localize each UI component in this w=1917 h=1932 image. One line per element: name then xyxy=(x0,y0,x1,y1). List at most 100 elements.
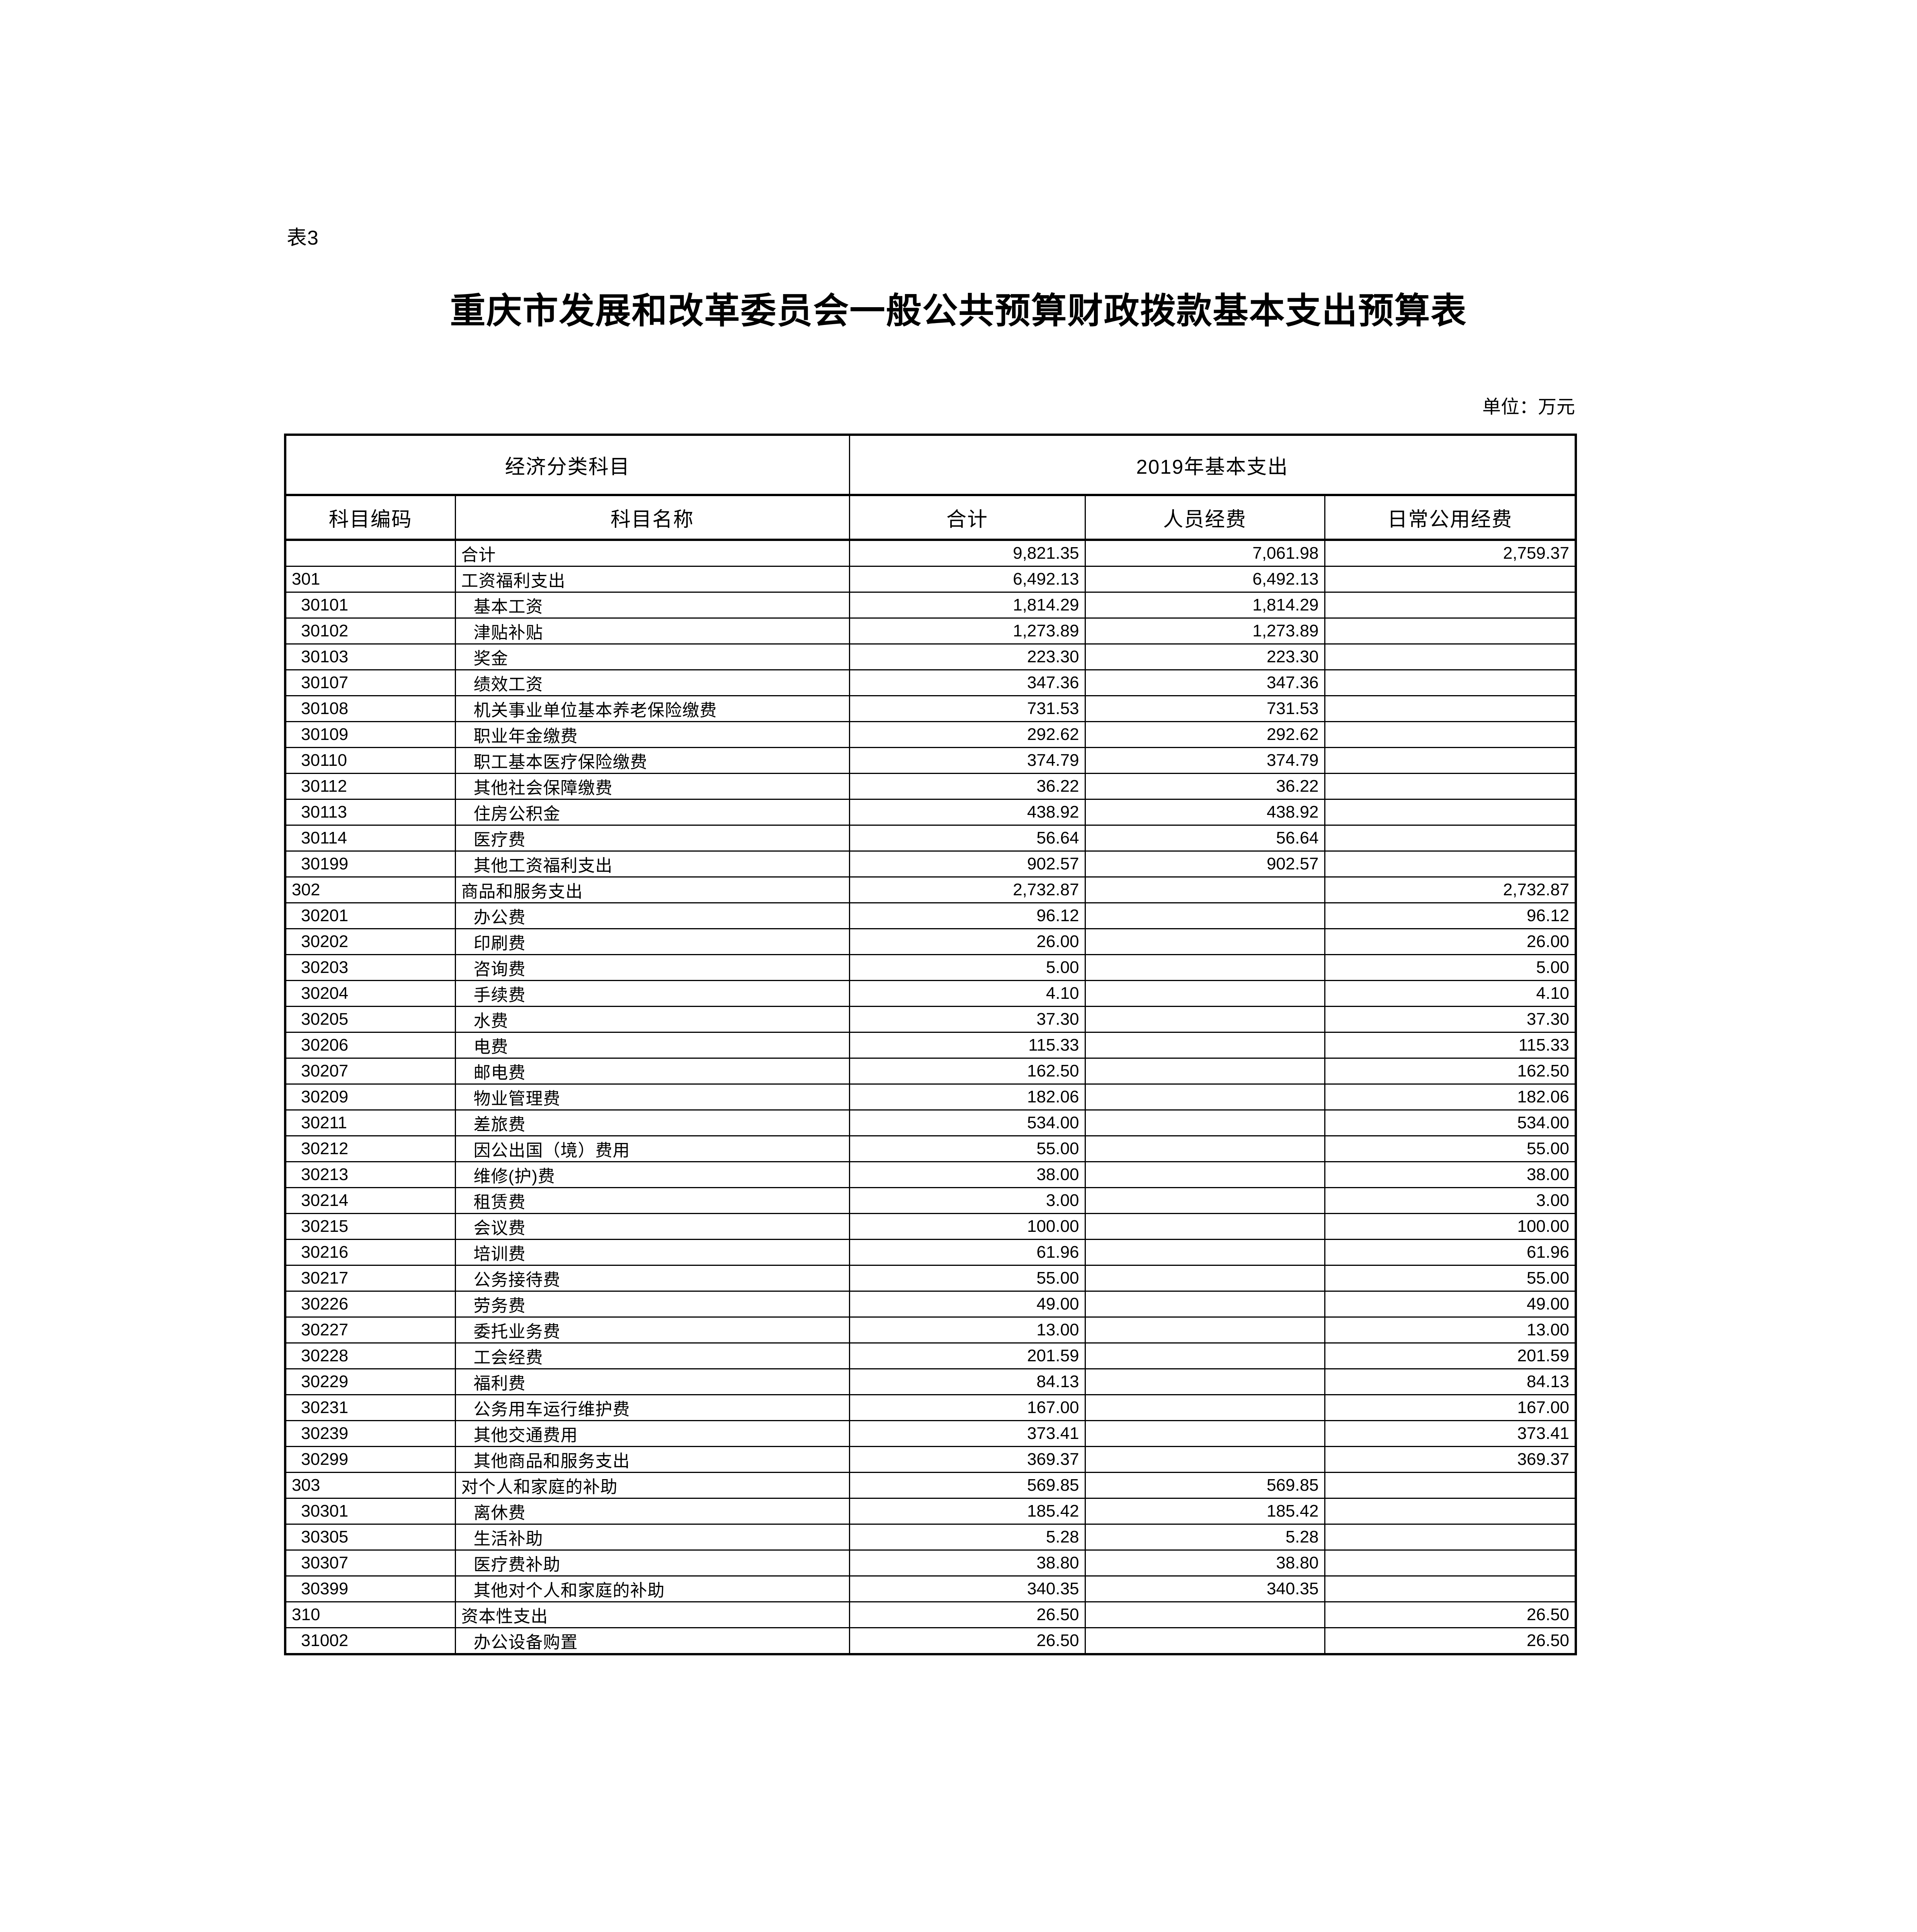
cell-subject-code: 30305 xyxy=(284,1524,456,1551)
cell-subject-name: 工资福利支出 xyxy=(454,566,850,593)
cell-subject-name: 医疗费 xyxy=(454,825,850,852)
cell-personnel-cost: 56.64 xyxy=(1084,825,1325,852)
table-row: 30113 住房公积金 438.92 438.92 xyxy=(284,799,1577,826)
cell-personnel-cost xyxy=(1084,1083,1325,1111)
cell-subject-name: 资本性支出 xyxy=(454,1601,850,1628)
table-body: 合计 9,821.35 7,061.98 2,759.37 301 工资福利支出 6,492… xyxy=(284,539,1577,1655)
table-row: 合计 9,821.35 7,061.98 2,759.37 xyxy=(284,539,1577,567)
cell-subject-name: 其他社会保障缴费 xyxy=(454,773,850,800)
table-row: 30214 租赁费 3.00 3.00 xyxy=(284,1187,1577,1214)
table-row: 30207 邮电费 162.50 162.50 xyxy=(284,1058,1577,1085)
cell-personnel-cost xyxy=(1084,1239,1325,1266)
table-row: 30209 物业管理费 182.06 182.06 xyxy=(284,1083,1577,1111)
cell-personnel-cost xyxy=(1084,1006,1325,1033)
cell-personnel-cost xyxy=(1084,1135,1325,1162)
cell-total: 37.30 xyxy=(849,1006,1086,1033)
cell-total: 182.06 xyxy=(849,1083,1086,1111)
cell-daily-cost xyxy=(1324,1524,1577,1551)
cell-subject-code: 30217 xyxy=(284,1265,456,1292)
cell-total: 1,814.29 xyxy=(849,592,1086,619)
cell-personnel-cost xyxy=(1084,1161,1325,1188)
cell-subject-code: 30228 xyxy=(284,1342,456,1369)
cell-total: 4.10 xyxy=(849,980,1086,1007)
cell-subject-name: 其他交通费用 xyxy=(454,1420,850,1447)
cell-subject-name: 对个人和家庭的补助 xyxy=(454,1472,850,1499)
cell-total: 55.00 xyxy=(849,1265,1086,1292)
table-header-group-row: 经济分类科目 2019年基本支出 xyxy=(284,434,1577,496)
cell-personnel-cost xyxy=(1084,1291,1325,1318)
table-row: 30307 医疗费补助 38.80 38.80 xyxy=(284,1549,1577,1577)
cell-personnel-cost: 1,814.29 xyxy=(1084,592,1325,619)
cell-total: 26.00 xyxy=(849,928,1086,955)
table-head: 经济分类科目 2019年基本支出 科目编码 科目名称 合计 人员经费 日常公用经… xyxy=(284,434,1577,541)
cell-total: 100.00 xyxy=(849,1213,1086,1240)
cell-daily-cost xyxy=(1324,850,1577,878)
cell-total: 115.33 xyxy=(849,1032,1086,1059)
page-title: 重庆市发展和改革委员会一般公共预算财政拨款基本支出预算表 xyxy=(450,291,1467,331)
table-row: 30227 委托业务费 13.00 13.00 xyxy=(284,1316,1577,1344)
cell-subject-name: 培训费 xyxy=(454,1239,850,1266)
cell-personnel-cost: 185.42 xyxy=(1084,1498,1325,1525)
cell-subject-code: 30209 xyxy=(284,1083,456,1111)
cell-subject-name: 医疗费补助 xyxy=(454,1549,850,1577)
cell-personnel-cost xyxy=(1084,1187,1325,1214)
table-row: 30204 手续费 4.10 4.10 xyxy=(284,980,1577,1007)
cell-total: 902.57 xyxy=(849,850,1086,878)
cell-subject-name: 职业年金缴费 xyxy=(454,721,850,748)
cell-subject-name: 基本工资 xyxy=(454,592,850,619)
table-row: 30109 职业年金缴费 292.62 292.62 xyxy=(284,721,1577,748)
cell-subject-name: 会议费 xyxy=(454,1213,850,1240)
cell-subject-code: 30110 xyxy=(284,747,456,774)
cell-subject-name: 其他工资福利支出 xyxy=(454,850,850,878)
cell-subject-code: 30231 xyxy=(284,1394,456,1421)
cell-daily-cost: 162.50 xyxy=(1324,1058,1577,1085)
cell-personnel-cost: 902.57 xyxy=(1084,850,1325,878)
table-row: 30213 维修(护)费 38.00 38.00 xyxy=(284,1161,1577,1188)
cell-subject-code: 30215 xyxy=(284,1213,456,1240)
cell-subject-code: 30399 xyxy=(284,1575,456,1602)
cell-subject-code: 30229 xyxy=(284,1368,456,1395)
cell-subject-name: 商品和服务支出 xyxy=(454,876,850,903)
cell-total: 162.50 xyxy=(849,1058,1086,1085)
table-row: 301 工资福利支出 6,492.13 6,492.13 xyxy=(284,566,1577,593)
cell-daily-cost: 167.00 xyxy=(1324,1394,1577,1421)
cell-personnel-cost: 223.30 xyxy=(1084,643,1325,670)
header-subject-name: 科目名称 xyxy=(454,494,850,541)
cell-personnel-cost: 38.80 xyxy=(1084,1549,1325,1577)
cell-subject-name: 绩效工资 xyxy=(454,669,850,696)
cell-subject-code: 30239 xyxy=(284,1420,456,1447)
cell-personnel-cost: 731.53 xyxy=(1084,695,1325,722)
cell-personnel-cost: 438.92 xyxy=(1084,799,1325,826)
cell-subject-code: 31002 xyxy=(284,1627,456,1655)
header-daily-cost: 日常公用经费 xyxy=(1324,494,1577,541)
cell-daily-cost: 182.06 xyxy=(1324,1083,1577,1111)
cell-subject-code: 30212 xyxy=(284,1135,456,1162)
cell-subject-name: 生活补助 xyxy=(454,1524,850,1551)
cell-subject-name: 租赁费 xyxy=(454,1187,850,1214)
cell-total: 373.41 xyxy=(849,1420,1086,1447)
table-row: 30201 办公费 96.12 96.12 xyxy=(284,902,1577,929)
table-row: 30103 奖金 223.30 223.30 xyxy=(284,643,1577,670)
cell-daily-cost: 84.13 xyxy=(1324,1368,1577,1395)
cell-daily-cost xyxy=(1324,1498,1577,1525)
cell-daily-cost: 55.00 xyxy=(1324,1265,1577,1292)
cell-total: 5.28 xyxy=(849,1524,1086,1551)
header-group-economic-subject: 经济分类科目 xyxy=(284,434,850,496)
cell-daily-cost: 2,759.37 xyxy=(1324,539,1577,567)
cell-personnel-cost: 569.85 xyxy=(1084,1472,1325,1499)
table-row: 30305 生活补助 5.28 5.28 xyxy=(284,1524,1577,1551)
cell-total: 292.62 xyxy=(849,721,1086,748)
cell-subject-code: 30307 xyxy=(284,1549,456,1577)
table-row: 30206 电费 115.33 115.33 xyxy=(284,1032,1577,1059)
cell-daily-cost: 5.00 xyxy=(1324,954,1577,981)
table-row: 30228 工会经费 201.59 201.59 xyxy=(284,1342,1577,1369)
cell-subject-name: 邮电费 xyxy=(454,1058,850,1085)
cell-total: 731.53 xyxy=(849,695,1086,722)
table-row: 30202 印刷费 26.00 26.00 xyxy=(284,928,1577,955)
cell-personnel-cost xyxy=(1084,902,1325,929)
cell-subject-code xyxy=(284,539,456,567)
cell-subject-name: 水费 xyxy=(454,1006,850,1033)
cell-subject-name: 其他商品和服务支出 xyxy=(454,1446,850,1473)
table-header-sub-row: 科目编码 科目名称 合计 人员经费 日常公用经费 xyxy=(284,494,1577,541)
cell-personnel-cost: 6,492.13 xyxy=(1084,566,1325,593)
